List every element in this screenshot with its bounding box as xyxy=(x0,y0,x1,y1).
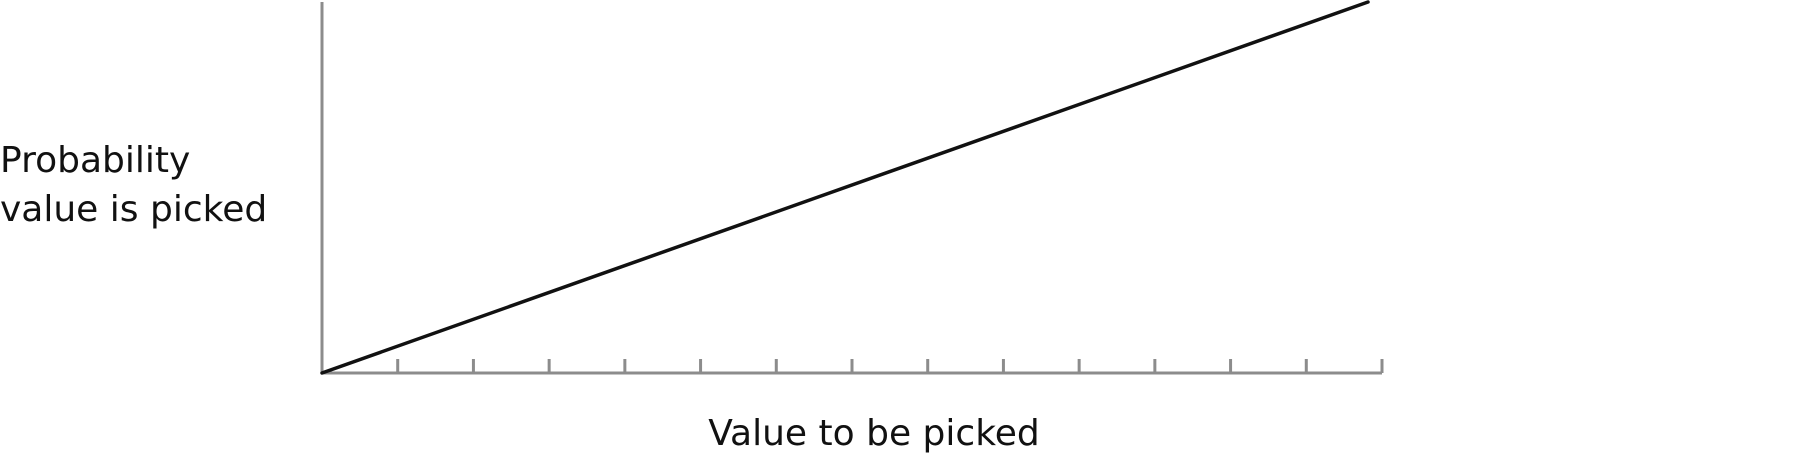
x-ticks xyxy=(396,359,1384,373)
y-axis-label-line-1: Probability xyxy=(0,140,191,181)
y-axis-label: Probability value is picked xyxy=(0,136,267,234)
x-axis-label: Value to be picked xyxy=(708,413,1040,454)
series-line xyxy=(320,0,1370,375)
y-axis-label-line-2: value is picked xyxy=(0,189,268,230)
